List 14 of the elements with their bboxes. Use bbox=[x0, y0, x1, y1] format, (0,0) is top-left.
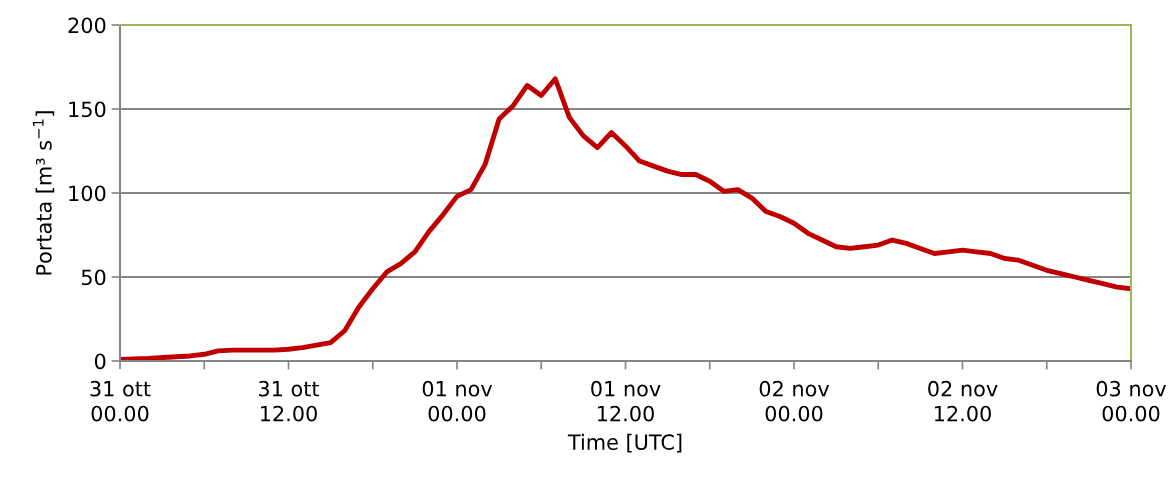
x-tick-label: 31 ott 00.00 bbox=[90, 380, 151, 422]
y-tick-label: 100 bbox=[69, 185, 106, 202]
y-tick-label: 150 bbox=[69, 101, 106, 118]
y-tick-label: 50 bbox=[81, 269, 106, 286]
x-tick-label: 01 nov 00.00 bbox=[422, 380, 493, 422]
y-tick-label: 0 bbox=[94, 353, 106, 370]
x-tick-label: 02 nov 00.00 bbox=[759, 380, 830, 422]
x-tick-label: 01 nov 12.00 bbox=[591, 380, 661, 422]
x-axis-title: Time [UTC] bbox=[567, 433, 682, 453]
x-tick-label: 03 nov 00.00 bbox=[1096, 380, 1167, 422]
y-axis-title: Portata [m³ s$^{−1}$] bbox=[32, 111, 55, 275]
x-tick-label: 31 ott 12.00 bbox=[258, 380, 320, 422]
y-tick-label: 200 bbox=[68, 17, 106, 34]
x-tick-label: 02 nov 12.00 bbox=[928, 380, 998, 422]
